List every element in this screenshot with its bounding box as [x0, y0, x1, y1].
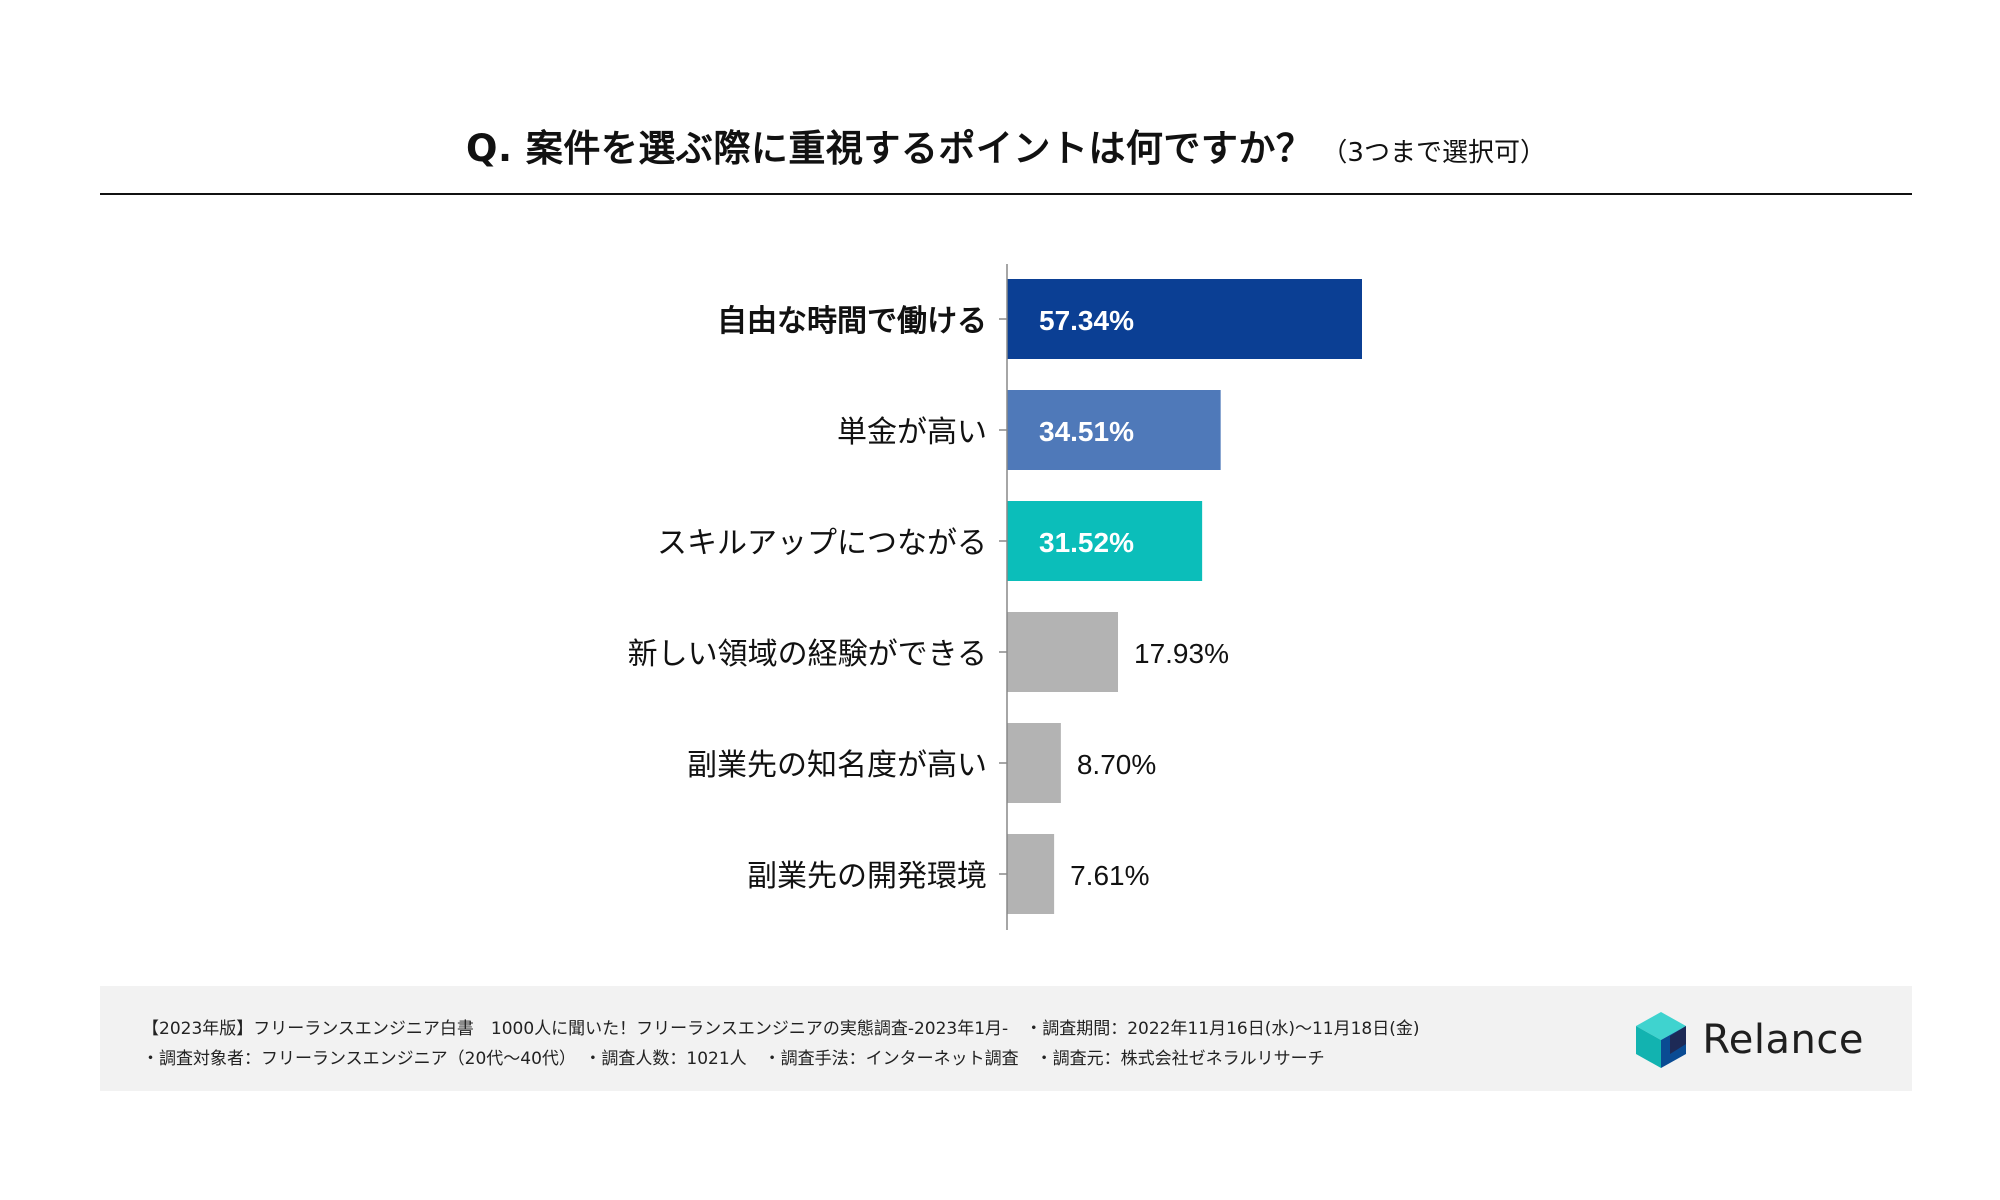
value-label-4: 8.70%	[1077, 749, 1156, 780]
category-label-0: 自由な時間で働ける	[717, 304, 987, 339]
category-label-5: 副業先の開発環境	[747, 859, 987, 894]
brand-logo: Relance	[1634, 1010, 1864, 1070]
category-label-1: 単金が高い	[837, 415, 987, 450]
value-label-5: 7.61%	[1070, 860, 1149, 891]
bar-5	[1007, 834, 1055, 914]
footer-source-line: 【2023年版】フリーランスエンジニア白書 1000人に聞いた！フリーランスエン…	[142, 1019, 1420, 1039]
chart-title-main: Q. 案件を選ぶ際に重視するポイントは何ですか？	[466, 127, 1314, 170]
bar-0	[1007, 279, 1362, 359]
value-label-2: 31.52%	[1039, 527, 1134, 558]
cube-logo-icon	[1636, 1012, 1687, 1068]
category-label-4: 副業先の知名度が高い	[687, 748, 987, 783]
source-footer: 【2023年版】フリーランスエンジニア白書 1000人に聞いた！フリーランスエン…	[100, 986, 1912, 1091]
category-label-2: スキルアップにつながる	[657, 526, 987, 561]
chart-title: Q. 案件を選ぶ際に重視するポイントは何ですか？ （3つまで選択可）	[100, 118, 1912, 172]
bar-3	[1007, 612, 1119, 692]
value-label-1: 34.51%	[1039, 416, 1134, 447]
value-label-3: 17.93%	[1134, 638, 1229, 669]
bar-1	[1007, 390, 1221, 470]
brand-name: Relance	[1702, 1017, 1864, 1063]
title-divider	[100, 193, 1912, 195]
bar-2	[1007, 501, 1203, 581]
bar-chart: 自由な時間で働ける 57.34% 単金が高い 34.51% スキルアップにつながる 31.…	[628, 264, 1362, 930]
bar-4	[1007, 723, 1061, 803]
value-label-0: 57.34%	[1039, 305, 1134, 336]
category-label-3: 新しい領域の経験ができる	[628, 637, 987, 672]
chart-title-note: （3つまで選択可）	[1321, 138, 1546, 168]
footer-survey-line: ・調査対象者：フリーランスエンジニア（20代〜40代） ・調査人数：1021人 …	[142, 1049, 1325, 1069]
